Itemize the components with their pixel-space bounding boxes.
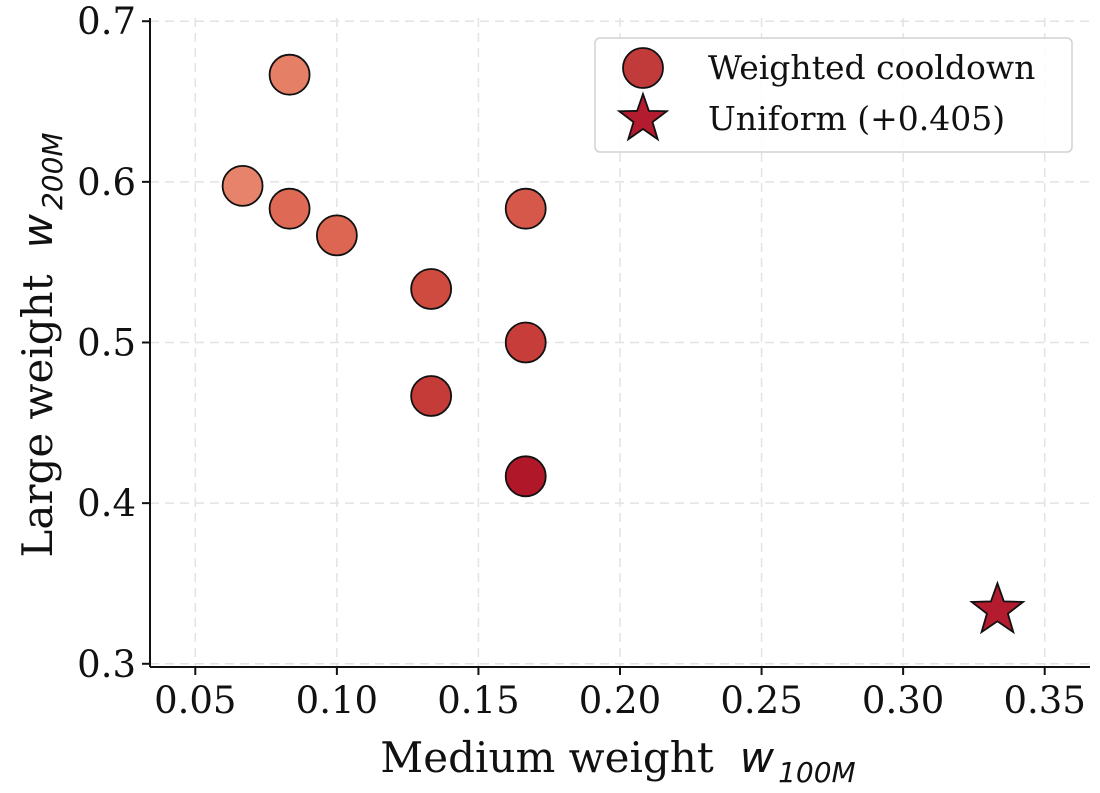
data-points xyxy=(221,53,1026,635)
scatter-point-3 xyxy=(315,214,358,257)
legend-label-uniform: Uniform (+0.405) xyxy=(708,99,1005,138)
x-tick-label-3: 0.20 xyxy=(579,679,661,722)
star-point-0 xyxy=(969,580,1026,635)
x-axis-label-symbol: w xyxy=(740,733,775,782)
scatter-point-1 xyxy=(221,164,264,207)
x-tick-label-0: 0.05 xyxy=(154,679,236,722)
legend-frame xyxy=(594,37,1073,153)
x-tick-label-2: 0.15 xyxy=(437,679,519,722)
x-tick-label-4: 0.25 xyxy=(720,679,802,722)
x-axis-label-text: Medium weight xyxy=(380,733,714,782)
x-axis-label-subscript: 100M xyxy=(778,756,856,789)
y-tick-label-0: 0.3 xyxy=(77,643,136,686)
scatter-point-7 xyxy=(410,375,453,417)
scatter-point-4 xyxy=(410,268,453,310)
axes: 0.05 0.10 0.15 0.20 0.25 0.30 0.35 0.3 0.4 0.5 0.6… xyxy=(77,0,1090,722)
y-tick-label-1: 0.4 xyxy=(77,482,136,525)
y-axis-label-subscript: 200M xyxy=(36,132,69,210)
legend-marker-uniform xyxy=(616,91,670,142)
x-axis-label: Medium weight w 100M xyxy=(380,733,855,789)
y-axis-label-text: Large weight xyxy=(13,274,62,557)
x-tick-label-6: 0.35 xyxy=(1004,679,1086,722)
y-axis-label: Large weight w 200M xyxy=(13,132,69,557)
x-tick-label-5: 0.30 xyxy=(862,679,944,722)
scatter-point-0 xyxy=(268,53,311,96)
scatter-point-6 xyxy=(504,321,547,364)
y-tick-label-2: 0.5 xyxy=(77,322,136,365)
y-axis-label-symbol: w xyxy=(13,213,62,248)
legend: Weighted cooldown Uniform (+0.405) xyxy=(594,37,1073,153)
scatter-point-5 xyxy=(504,187,547,230)
y-tick-label-3: 0.6 xyxy=(77,161,136,204)
x-tick-label-1: 0.10 xyxy=(296,679,378,722)
legend-label-weighted-cooldown: Weighted cooldown xyxy=(708,48,1035,87)
scatter-point-8 xyxy=(504,455,547,498)
legend-marker-weighted-cooldown xyxy=(622,47,664,89)
scatter-point-2 xyxy=(268,187,311,230)
y-tick-label-4: 0.7 xyxy=(77,0,136,43)
